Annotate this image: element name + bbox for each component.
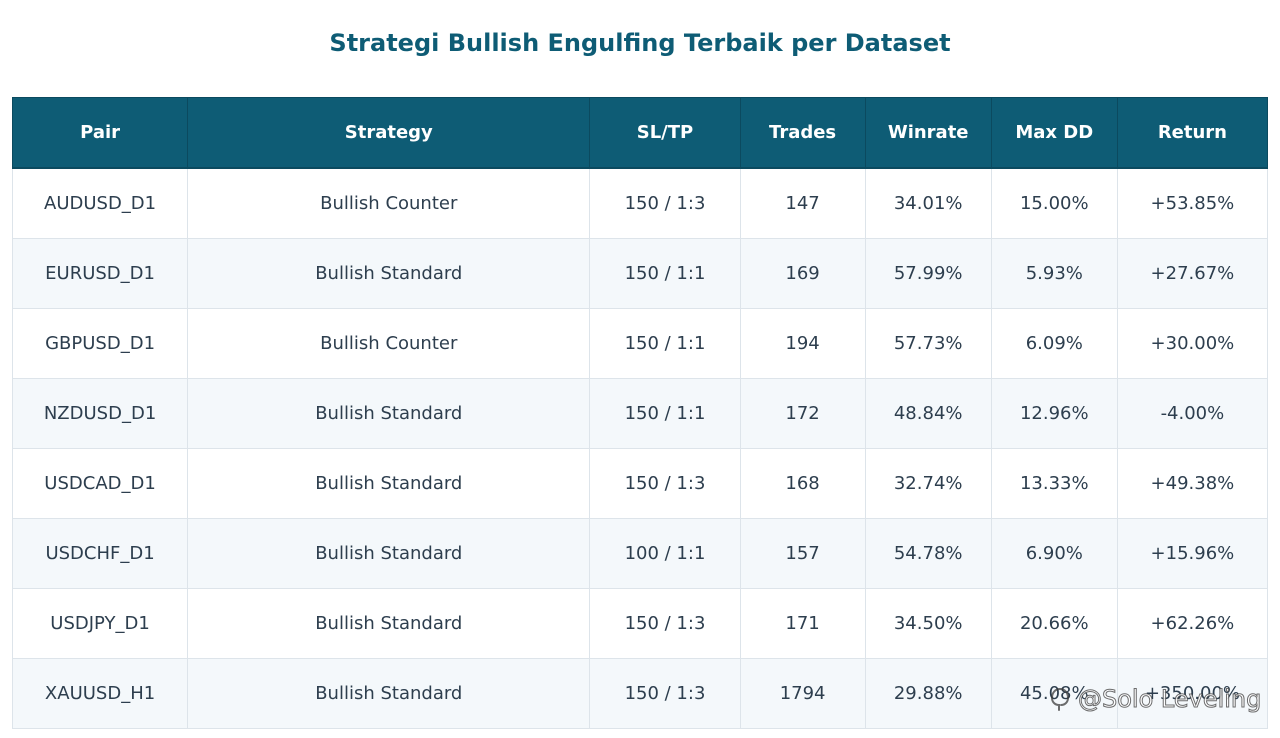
watermark-text: @Solo Leveling — [1077, 685, 1262, 714]
cell-trades: 157 — [739, 518, 866, 589]
cell-sl-tp: 150 / 1:3 — [589, 658, 741, 729]
cell-max-dd: 12.96% — [990, 378, 1118, 449]
table-header: Pair Strategy SL/TP Trades Winrate Max D… — [11, 97, 1269, 169]
cell-sl-tp: 150 / 1:1 — [589, 238, 741, 309]
table-row: XAUUSD_H1 Bullish Standard 150 / 1:3 1794 29… — [11, 658, 1269, 729]
table-row: AUDUSD_D1 Bullish Counter 150 / 1:3 147 34.0… — [11, 167, 1269, 239]
table-body: AUDUSD_D1 Bullish Counter 150 / 1:3 147 34.0… — [11, 167, 1269, 729]
cell-strategy: Bullish Standard — [187, 378, 591, 449]
cell-strategy: Bullish Standard — [187, 588, 591, 659]
column-header-trades: Trades — [739, 97, 866, 169]
cell-return: -4.00% — [1116, 378, 1269, 449]
column-header-pair: Pair — [11, 97, 189, 169]
cell-max-dd: 20.66% — [990, 588, 1118, 659]
cell-return: +27.67% — [1116, 238, 1269, 309]
cell-sl-tp: 150 / 1:3 — [589, 448, 741, 519]
cell-return: +49.38% — [1116, 448, 1269, 519]
cell-winrate: 34.01% — [864, 167, 992, 239]
cell-strategy: Bullish Standard — [187, 238, 591, 309]
cell-winrate: 57.99% — [864, 238, 992, 309]
cell-max-dd: 6.09% — [990, 308, 1118, 379]
cell-strategy: Bullish Counter — [187, 308, 591, 379]
cell-strategy: Bullish Standard — [187, 518, 591, 589]
cell-sl-tp: 100 / 1:1 — [589, 518, 741, 589]
watermark-logo-icon — [1050, 688, 1070, 711]
results-table: Pair Strategy SL/TP Trades Winrate Max D… — [11, 97, 1269, 729]
cell-winrate: 32.74% — [864, 448, 992, 519]
cell-winrate: 34.50% — [864, 588, 992, 659]
cell-winrate: 57.73% — [864, 308, 992, 379]
column-header-sl-tp: SL/TP — [589, 97, 741, 169]
cell-return: +30.00% — [1116, 308, 1269, 379]
cell-trades: 1794 — [739, 658, 866, 729]
cell-trades: 169 — [739, 238, 866, 309]
table-row: USDCAD_D1 Bullish Standard 150 / 1:3 168 32.… — [11, 448, 1269, 519]
column-header-max-dd: Max DD — [990, 97, 1118, 169]
header-row: Pair Strategy SL/TP Trades Winrate Max D… — [11, 97, 1269, 169]
column-header-winrate: Winrate — [864, 97, 992, 169]
cell-strategy: Bullish Standard — [187, 658, 591, 729]
column-header-return: Return — [1116, 97, 1269, 169]
cell-pair: EURUSD_D1 — [11, 238, 189, 309]
cell-trades: 194 — [739, 308, 866, 379]
cell-max-dd: 6.90% — [990, 518, 1118, 589]
cell-trades: 147 — [739, 167, 866, 239]
cell-sl-tp: 150 / 1:1 — [589, 308, 741, 379]
cell-pair: USDCAD_D1 — [11, 448, 189, 519]
cell-trades: 172 — [739, 378, 866, 449]
cell-pair: USDJPY_D1 — [11, 588, 189, 659]
table-title: Strategi Bullish Engulfing Terbaik per D… — [329, 29, 951, 57]
cell-sl-tp: 150 / 1:3 — [589, 588, 741, 659]
cell-max-dd: 13.33% — [990, 448, 1118, 519]
cell-trades: 168 — [739, 448, 866, 519]
watermark: @Solo Leveling — [1048, 682, 1262, 716]
column-header-strategy: Strategy — [187, 97, 591, 169]
cell-pair: XAUUSD_H1 — [11, 658, 189, 729]
cell-pair: USDCHF_D1 — [11, 518, 189, 589]
cell-winrate: 29.88% — [864, 658, 992, 729]
cell-sl-tp: 150 / 1:1 — [589, 378, 741, 449]
cell-sl-tp: 150 / 1:3 — [589, 167, 741, 239]
cell-strategy: Bullish Counter — [187, 167, 591, 239]
cell-winrate: 48.84% — [864, 378, 992, 449]
cell-max-dd: 15.00% — [990, 167, 1118, 239]
cell-max-dd: 45.08% — [990, 658, 1118, 729]
cell-return: +53.85% — [1116, 167, 1269, 239]
table-row: GBPUSD_D1 Bullish Counter 150 / 1:1 194 57.7… — [11, 308, 1269, 379]
table-row: EURUSD_D1 Bullish Standard 150 / 1:1 169 57.… — [11, 238, 1269, 309]
cell-return: +350.00% — [1116, 658, 1269, 729]
cell-max-dd: 5.93% — [990, 238, 1118, 309]
table-row: USDJPY_D1 Bullish Standard 150 / 1:3 171 34.… — [11, 588, 1269, 659]
table-row: NZDUSD_D1 Bullish Standard 150 / 1:1 172 48.… — [11, 378, 1269, 449]
cell-winrate: 54.78% — [864, 518, 992, 589]
cell-return: +62.26% — [1116, 588, 1269, 659]
cell-pair: NZDUSD_D1 — [11, 378, 189, 449]
cell-pair: GBPUSD_D1 — [11, 308, 189, 379]
table-row: USDCHF_D1 Bullish Standard 100 / 1:1 157 54.… — [11, 518, 1269, 589]
cell-trades: 171 — [739, 588, 866, 659]
cell-strategy: Bullish Standard — [187, 448, 591, 519]
cell-return: +15.96% — [1116, 518, 1269, 589]
cell-pair: AUDUSD_D1 — [11, 167, 189, 239]
